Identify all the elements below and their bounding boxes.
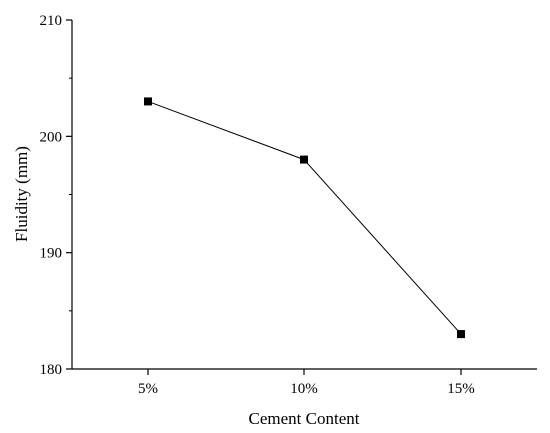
x-tick-label: 10% <box>290 381 318 397</box>
y-tick-label: 180 <box>40 362 63 378</box>
axes: 180 190 200 210 5% 10% 15% <box>40 13 537 397</box>
y-axis-title: Fluidity (mm) <box>12 146 31 242</box>
x-tick-label: 15% <box>447 381 475 397</box>
series-line <box>147 100 462 335</box>
y-tick-label: 200 <box>40 129 63 145</box>
data-point <box>144 97 152 106</box>
data-point <box>300 155 308 164</box>
y-tick-label: 210 <box>40 13 63 29</box>
y-tick-label: 190 <box>40 246 63 262</box>
x-axis-title: Cement Content <box>249 409 360 428</box>
series-group <box>144 97 465 339</box>
data-point <box>457 330 465 339</box>
x-tick-label: 5% <box>138 381 158 397</box>
